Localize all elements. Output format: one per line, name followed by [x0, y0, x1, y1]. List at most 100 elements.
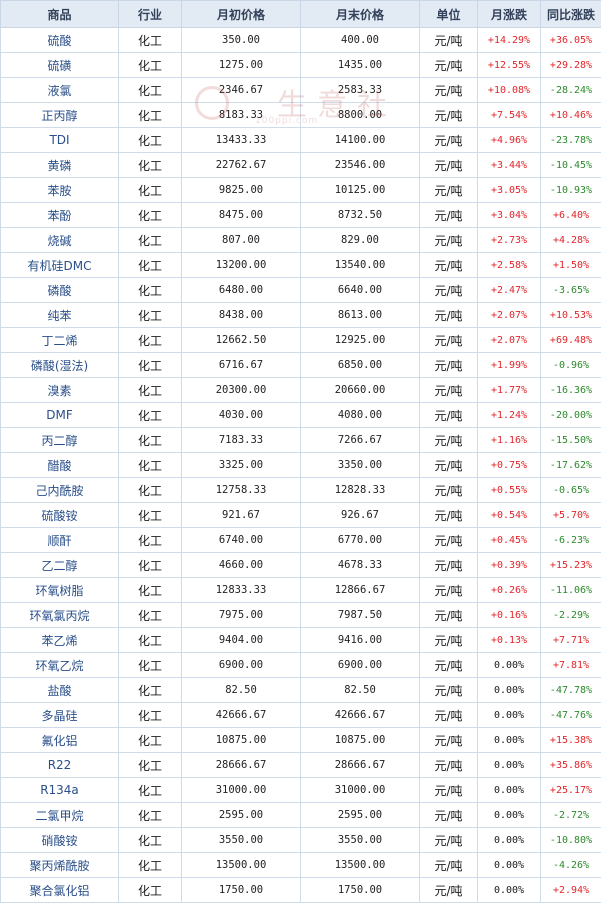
monthly-change-cell: 0.00% — [478, 653, 541, 678]
industry-cell: 化工 — [119, 428, 182, 453]
monthly-change-cell: +7.54% — [478, 103, 541, 128]
commodity-cell: 苯酚 — [1, 203, 119, 228]
industry-cell: 化工 — [119, 328, 182, 353]
yoy-change-cell: -15.50% — [541, 428, 601, 453]
monthly-change-cell: +2.07% — [478, 328, 541, 353]
commodity-cell: R22 — [1, 753, 119, 778]
header-unit: 单位 — [420, 1, 478, 28]
end-price-cell: 7266.67 — [301, 428, 420, 453]
end-price-cell: 12866.67 — [301, 578, 420, 603]
industry-cell: 化工 — [119, 878, 182, 903]
start-price-cell: 7183.33 — [182, 428, 301, 453]
industry-cell: 化工 — [119, 528, 182, 553]
end-price-cell: 1750.00 — [301, 878, 420, 903]
monthly-change-cell: +3.04% — [478, 203, 541, 228]
commodity-cell: 正丙醇 — [1, 103, 119, 128]
commodity-cell: TDI — [1, 128, 119, 153]
unit-cell: 元/吨 — [420, 678, 478, 703]
end-price-cell: 20660.00 — [301, 378, 420, 403]
monthly-change-cell: +0.75% — [478, 453, 541, 478]
yoy-change-cell: +36.05% — [541, 28, 601, 53]
unit-cell: 元/吨 — [420, 628, 478, 653]
monthly-change-cell: +1.24% — [478, 403, 541, 428]
yoy-change-cell: -10.80% — [541, 828, 601, 853]
commodity-cell: 聚丙烯酰胺 — [1, 853, 119, 878]
industry-cell: 化工 — [119, 178, 182, 203]
start-price-cell: 28666.67 — [182, 753, 301, 778]
unit-cell: 元/吨 — [420, 328, 478, 353]
yoy-change-cell: -0.65% — [541, 478, 601, 503]
end-price-cell: 7987.50 — [301, 603, 420, 628]
industry-cell: 化工 — [119, 128, 182, 153]
industry-cell: 化工 — [119, 503, 182, 528]
unit-cell: 元/吨 — [420, 778, 478, 803]
end-price-cell: 8732.50 — [301, 203, 420, 228]
commodity-cell: 乙二醇 — [1, 553, 119, 578]
commodity-cell: R134a — [1, 778, 119, 803]
end-price-cell: 31000.00 — [301, 778, 420, 803]
unit-cell: 元/吨 — [420, 203, 478, 228]
commodity-cell: 聚合氯化铝 — [1, 878, 119, 903]
commodity-cell: 二氯甲烷 — [1, 803, 119, 828]
start-price-cell: 20300.00 — [182, 378, 301, 403]
start-price-cell: 13500.00 — [182, 853, 301, 878]
yoy-change-cell: -16.36% — [541, 378, 601, 403]
yoy-change-cell: +7.71% — [541, 628, 601, 653]
industry-cell: 化工 — [119, 153, 182, 178]
unit-cell: 元/吨 — [420, 253, 478, 278]
monthly-change-cell: +2.58% — [478, 253, 541, 278]
industry-cell: 化工 — [119, 828, 182, 853]
monthly-change-cell: +1.16% — [478, 428, 541, 453]
monthly-change-cell: +2.47% — [478, 278, 541, 303]
unit-cell: 元/吨 — [420, 578, 478, 603]
yoy-change-cell: -2.72% — [541, 803, 601, 828]
unit-cell: 元/吨 — [420, 278, 478, 303]
monthly-change-cell: 0.00% — [478, 803, 541, 828]
start-price-cell: 4660.00 — [182, 553, 301, 578]
end-price-cell: 12925.00 — [301, 328, 420, 353]
header-yoy-change: 同比涨跌 — [541, 1, 601, 28]
industry-cell: 化工 — [119, 803, 182, 828]
commodity-cell: 硝酸铵 — [1, 828, 119, 853]
industry-cell: 化工 — [119, 578, 182, 603]
start-price-cell: 31000.00 — [182, 778, 301, 803]
start-price-cell: 7975.00 — [182, 603, 301, 628]
industry-cell: 化工 — [119, 203, 182, 228]
end-price-cell: 12828.33 — [301, 478, 420, 503]
table-header: 商品 行业 月初价格 月末价格 单位 月涨跌 同比涨跌 — [1, 1, 601, 28]
end-price-cell: 13500.00 — [301, 853, 420, 878]
end-price-cell: 10875.00 — [301, 728, 420, 753]
commodity-cell: 环氧树脂 — [1, 578, 119, 603]
monthly-change-cell: 0.00% — [478, 853, 541, 878]
end-price-cell: 4080.00 — [301, 403, 420, 428]
commodity-cell: 硫磺 — [1, 53, 119, 78]
industry-cell: 化工 — [119, 678, 182, 703]
unit-cell: 元/吨 — [420, 228, 478, 253]
industry-cell: 化工 — [119, 753, 182, 778]
commodity-cell: 磷酸 — [1, 278, 119, 303]
start-price-cell: 12662.50 — [182, 328, 301, 353]
start-price-cell: 22762.67 — [182, 153, 301, 178]
yoy-change-cell: -11.06% — [541, 578, 601, 603]
yoy-change-cell: -10.93% — [541, 178, 601, 203]
unit-cell: 元/吨 — [420, 103, 478, 128]
start-price-cell: 1750.00 — [182, 878, 301, 903]
monthly-change-cell: +0.45% — [478, 528, 541, 553]
end-price-cell: 400.00 — [301, 28, 420, 53]
yoy-change-cell: +4.28% — [541, 228, 601, 253]
commodity-cell: 烧碱 — [1, 228, 119, 253]
start-price-cell: 12758.33 — [182, 478, 301, 503]
commodity-cell: 硫酸铵 — [1, 503, 119, 528]
start-price-cell: 6716.67 — [182, 353, 301, 378]
industry-cell: 化工 — [119, 228, 182, 253]
yoy-change-cell: +69.48% — [541, 328, 601, 353]
industry-cell: 化工 — [119, 53, 182, 78]
unit-cell: 元/吨 — [420, 753, 478, 778]
end-price-cell: 6640.00 — [301, 278, 420, 303]
